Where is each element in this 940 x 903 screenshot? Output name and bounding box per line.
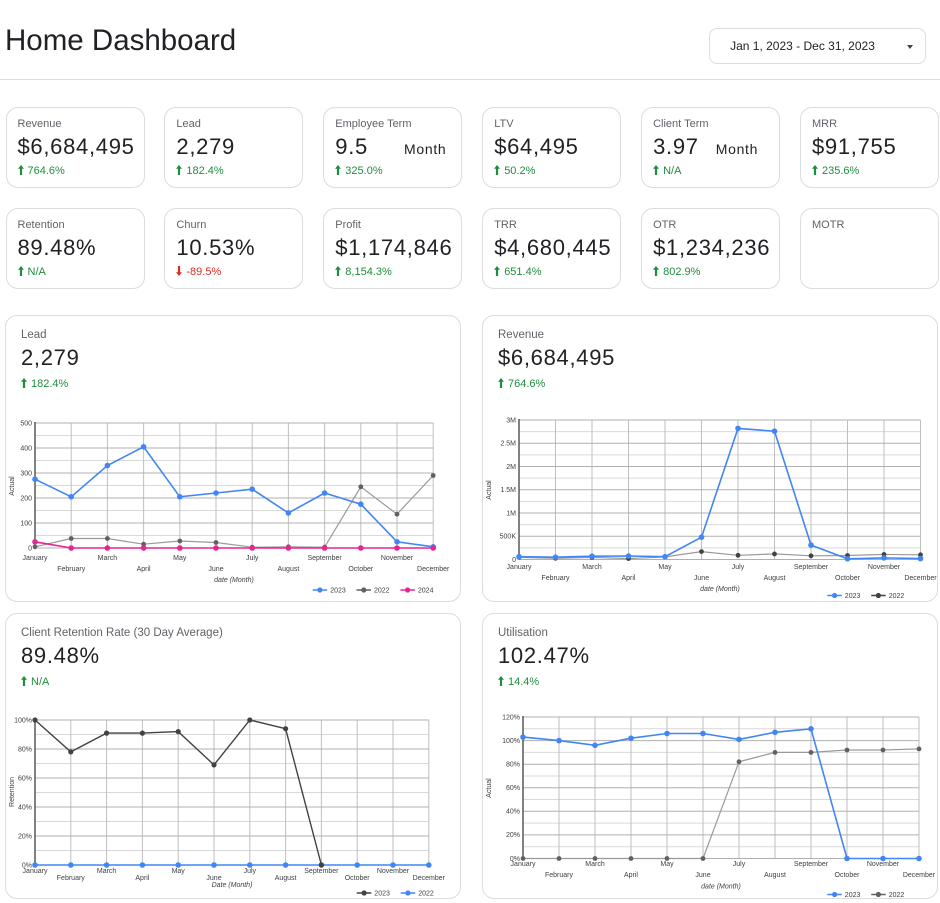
svg-text:July: July bbox=[733, 861, 746, 868]
svg-text:March: March bbox=[585, 861, 605, 868]
svg-text:100: 100 bbox=[20, 520, 32, 527]
svg-text:20%: 20% bbox=[506, 832, 520, 839]
svg-text:September: September bbox=[304, 868, 339, 875]
svg-text:1M: 1M bbox=[506, 510, 516, 517]
svg-text:80%: 80% bbox=[18, 746, 32, 753]
svg-text:April: April bbox=[135, 875, 149, 882]
svg-text:60%: 60% bbox=[18, 775, 32, 782]
svg-text:February: February bbox=[57, 566, 86, 573]
svg-text:80%: 80% bbox=[506, 762, 520, 769]
svg-text:November: November bbox=[868, 564, 901, 571]
svg-text:July: July bbox=[246, 555, 259, 562]
svg-text:2023: 2023 bbox=[845, 593, 861, 600]
svg-text:August: August bbox=[764, 575, 786, 582]
svg-text:Actual: Actual bbox=[9, 476, 16, 496]
svg-text:60%: 60% bbox=[506, 785, 520, 792]
svg-text:May: May bbox=[173, 555, 187, 562]
svg-text:100%: 100% bbox=[502, 738, 520, 745]
svg-text:October: October bbox=[345, 875, 371, 882]
svg-text:June: June bbox=[695, 872, 710, 879]
svg-text:January: January bbox=[507, 564, 532, 571]
svg-text:200: 200 bbox=[20, 495, 32, 502]
svg-text:December: December bbox=[903, 872, 936, 879]
svg-text:February: February bbox=[57, 875, 86, 882]
svg-text:October: October bbox=[348, 566, 374, 573]
svg-text:July: July bbox=[732, 564, 745, 571]
svg-text:January: January bbox=[23, 868, 48, 875]
svg-text:2022: 2022 bbox=[374, 588, 390, 595]
svg-text:0: 0 bbox=[28, 545, 32, 552]
svg-text:1.5M: 1.5M bbox=[500, 487, 516, 494]
svg-text:500: 500 bbox=[20, 420, 32, 427]
svg-text:August: August bbox=[764, 872, 786, 879]
svg-text:date (Month): date (Month) bbox=[214, 577, 254, 584]
svg-text:July: July bbox=[244, 868, 257, 875]
svg-text:June: June bbox=[206, 875, 221, 882]
svg-text:20%: 20% bbox=[18, 833, 32, 840]
svg-text:2022: 2022 bbox=[889, 892, 905, 899]
svg-text:2024: 2024 bbox=[418, 588, 434, 595]
svg-text:40%: 40% bbox=[506, 809, 520, 816]
svg-text:June: June bbox=[208, 566, 223, 573]
svg-text:November: November bbox=[867, 861, 900, 868]
svg-text:3M: 3M bbox=[506, 417, 516, 424]
svg-text:February: February bbox=[541, 575, 570, 582]
svg-text:June: June bbox=[694, 575, 709, 582]
svg-text:Retention: Retention bbox=[9, 777, 16, 807]
svg-text:0: 0 bbox=[512, 557, 516, 564]
svg-text:100%: 100% bbox=[14, 717, 32, 724]
svg-text:500K: 500K bbox=[500, 534, 517, 541]
svg-text:February: February bbox=[545, 872, 574, 879]
svg-text:400: 400 bbox=[20, 445, 32, 452]
svg-text:40%: 40% bbox=[18, 804, 32, 811]
svg-text:date (Month): date (Month) bbox=[701, 884, 741, 891]
svg-text:August: August bbox=[278, 566, 300, 573]
svg-text:October: October bbox=[835, 575, 861, 582]
svg-text:November: November bbox=[377, 868, 410, 875]
svg-text:August: August bbox=[275, 875, 297, 882]
svg-text:January: January bbox=[511, 861, 536, 868]
svg-text:Actual: Actual bbox=[486, 778, 493, 798]
svg-text:2M: 2M bbox=[506, 464, 516, 471]
svg-text:December: December bbox=[417, 566, 450, 573]
svg-text:2023: 2023 bbox=[330, 588, 346, 595]
svg-text:September: September bbox=[794, 564, 829, 571]
svg-text:Actual: Actual bbox=[486, 480, 493, 500]
svg-text:April: April bbox=[137, 566, 151, 573]
svg-text:March: March bbox=[98, 555, 118, 562]
svg-text:April: April bbox=[621, 575, 635, 582]
svg-text:May: May bbox=[172, 868, 186, 875]
svg-text:April: April bbox=[624, 872, 638, 879]
svg-text:2023: 2023 bbox=[374, 891, 390, 898]
svg-text:0%: 0% bbox=[510, 856, 520, 863]
svg-text:December: December bbox=[413, 875, 446, 882]
svg-text:September: September bbox=[794, 861, 829, 868]
svg-text:January: January bbox=[23, 555, 48, 562]
svg-text:Date (Month): Date (Month) bbox=[212, 882, 253, 889]
svg-text:2022: 2022 bbox=[889, 593, 905, 600]
svg-text:May: May bbox=[660, 861, 674, 868]
svg-text:September: September bbox=[307, 555, 342, 562]
svg-text:date (Month): date (Month) bbox=[700, 586, 740, 593]
svg-text:2022: 2022 bbox=[418, 891, 434, 898]
svg-text:2023: 2023 bbox=[845, 892, 861, 899]
svg-text:May: May bbox=[658, 564, 672, 571]
svg-text:March: March bbox=[582, 564, 602, 571]
svg-text:300: 300 bbox=[20, 470, 32, 477]
svg-text:120%: 120% bbox=[502, 714, 520, 721]
svg-text:0%: 0% bbox=[22, 862, 32, 869]
svg-text:December: December bbox=[904, 575, 937, 582]
svg-text:March: March bbox=[97, 868, 117, 875]
svg-text:November: November bbox=[381, 555, 414, 562]
svg-text:October: October bbox=[835, 872, 861, 879]
svg-text:2.5M: 2.5M bbox=[500, 441, 516, 448]
